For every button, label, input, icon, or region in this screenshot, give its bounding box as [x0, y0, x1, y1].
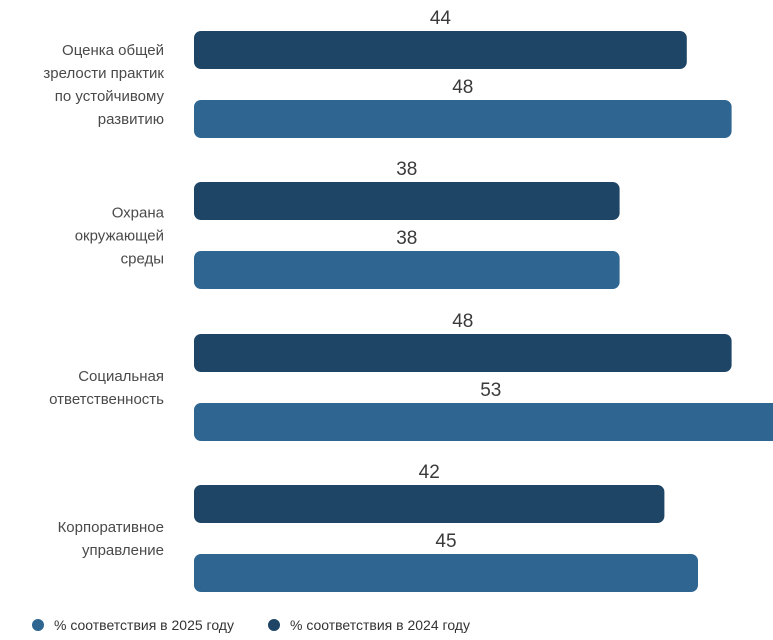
value-label: 44	[430, 8, 452, 29]
value-label: 48	[452, 77, 473, 98]
bar-2025	[194, 554, 698, 592]
category-label: Охрана окружающей среды	[75, 205, 165, 268]
bar-2025	[194, 403, 773, 441]
category-label: Корпоративное управление	[58, 519, 164, 559]
legend-item-2025: % соответствия в 2025 году	[32, 617, 234, 633]
legend-label-2024: % соответствия в 2024 году	[289, 617, 470, 633]
bar-2025	[194, 251, 620, 289]
value-label: 38	[396, 228, 417, 249]
legend-label-2025: % соответствия в 2025 году	[54, 617, 234, 633]
value-label: 45	[435, 531, 456, 552]
value-label: 38	[396, 159, 417, 180]
bar-2024	[194, 485, 665, 523]
legend-item-2024: % соответствия в 2024 году	[267, 617, 470, 633]
legend: % соответствия в 2025 году % соответстви…	[32, 617, 470, 633]
legend-marker-2025	[32, 619, 44, 631]
category-label: Оценка общей зрелости практик по устойчиво…	[43, 42, 164, 128]
legend-marker-2024	[267, 619, 280, 631]
value-label: 42	[419, 462, 440, 483]
value-label: 53	[480, 380, 501, 401]
bar-2024	[194, 334, 732, 372]
bar-2025	[194, 100, 732, 138]
category-label: Социальная ответственность	[49, 368, 164, 408]
bar-2024	[194, 182, 620, 220]
bar-chart: Оценка общей зрелости практик по устойчиво…	[43, 8, 773, 592]
bar-2024	[194, 31, 687, 69]
value-label: 48	[452, 311, 473, 332]
